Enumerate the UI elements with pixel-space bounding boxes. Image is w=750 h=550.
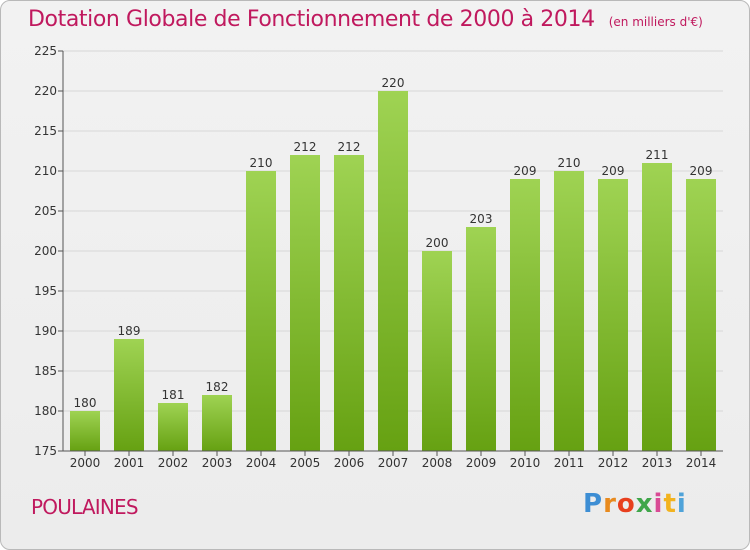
bar-value-label: 212 bbox=[294, 140, 317, 154]
bar-2007[interactable] bbox=[378, 91, 408, 451]
y-tick-label: 175 bbox=[34, 444, 57, 458]
bar-2008[interactable] bbox=[422, 251, 452, 451]
bar-value-label: 210 bbox=[250, 156, 273, 170]
logo-letter: i bbox=[653, 489, 664, 519]
bar-value-label: 203 bbox=[470, 212, 493, 226]
bar-2014[interactable] bbox=[686, 179, 716, 451]
logo-letter: P bbox=[583, 489, 604, 519]
logo-letter: r bbox=[603, 489, 617, 519]
bar-value-label: 182 bbox=[206, 380, 229, 394]
chart-title: Dotation Globale de Fonctionnement de 20… bbox=[28, 7, 703, 32]
y-tick-label: 225 bbox=[34, 44, 57, 58]
bar-value-label: 181 bbox=[162, 388, 185, 402]
y-tick-label: 210 bbox=[34, 164, 57, 178]
bar-value-label: 220 bbox=[382, 76, 405, 90]
x-tick-label: 2004 bbox=[246, 456, 277, 470]
bar-2002[interactable] bbox=[158, 403, 188, 451]
x-tick-label: 2008 bbox=[422, 456, 453, 470]
x-tick-label: 2005 bbox=[290, 456, 321, 470]
bar-2003[interactable] bbox=[202, 395, 232, 451]
x-tick-label: 2001 bbox=[114, 456, 145, 470]
x-tick-label: 2003 bbox=[202, 456, 233, 470]
bar-2011[interactable] bbox=[554, 171, 584, 451]
commune-name: POULAINES bbox=[31, 495, 139, 519]
bar-value-label: 189 bbox=[118, 324, 141, 338]
bar-2009[interactable] bbox=[466, 227, 496, 451]
y-tick-label: 180 bbox=[34, 404, 57, 418]
x-tick-label: 2012 bbox=[598, 456, 629, 470]
y-tick-label: 195 bbox=[34, 284, 57, 298]
logo-letter: x bbox=[635, 489, 654, 519]
x-tick-label: 2006 bbox=[334, 456, 365, 470]
bar-2004[interactable] bbox=[246, 171, 276, 451]
x-tick-label: 2013 bbox=[642, 456, 673, 470]
y-tick-label: 190 bbox=[34, 324, 57, 338]
bar-value-label: 200 bbox=[426, 236, 449, 250]
bar-value-label: 209 bbox=[602, 164, 625, 178]
y-tick-label: 205 bbox=[34, 204, 57, 218]
y-tick-label: 220 bbox=[34, 84, 57, 98]
bar-2006[interactable] bbox=[334, 155, 364, 451]
chart-title-text: Dotation Globale de Fonctionnement de 20… bbox=[28, 7, 595, 32]
x-tick-label: 2002 bbox=[158, 456, 189, 470]
bar-value-label: 209 bbox=[514, 164, 537, 178]
bar-value-label: 180 bbox=[74, 396, 97, 410]
bar-2013[interactable] bbox=[642, 163, 672, 451]
logo-letter: t bbox=[663, 489, 677, 519]
proxiti-logo[interactable]: Proxiti bbox=[583, 489, 687, 519]
x-tick-label: 2010 bbox=[510, 456, 541, 470]
bar-value-label: 209 bbox=[690, 164, 713, 178]
bar-2001[interactable] bbox=[114, 339, 144, 451]
bar-2010[interactable] bbox=[510, 179, 540, 451]
bar-2000[interactable] bbox=[70, 411, 100, 451]
x-tick-label: 2009 bbox=[466, 456, 497, 470]
x-tick-label: 2000 bbox=[70, 456, 101, 470]
bar-value-label: 210 bbox=[558, 156, 581, 170]
chart-subtitle: (en milliers d'€) bbox=[608, 15, 703, 29]
bar-2012[interactable] bbox=[598, 179, 628, 451]
bar-2005[interactable] bbox=[290, 155, 320, 451]
bar-value-label: 212 bbox=[338, 140, 361, 154]
logo-letter: i bbox=[676, 489, 687, 519]
x-tick-label: 2007 bbox=[378, 456, 409, 470]
logo-letter: o bbox=[616, 489, 636, 519]
y-tick-label: 215 bbox=[34, 124, 57, 138]
bars: 180 189 181 182 210 212 212 220 200 203 209 210 209 2… bbox=[70, 76, 716, 451]
y-tick-label: 185 bbox=[34, 364, 57, 378]
x-tick-label: 2014 bbox=[686, 456, 717, 470]
axes: 175 180 185 190 195 200 205 210 215 220 225 2000 200… bbox=[34, 44, 723, 470]
y-tick-label: 200 bbox=[34, 244, 57, 258]
x-tick-label: 2011 bbox=[554, 456, 585, 470]
bar-value-label: 211 bbox=[646, 148, 669, 162]
